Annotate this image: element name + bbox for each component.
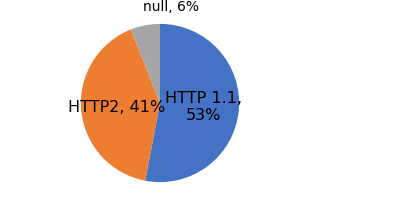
- Text: HTTP2, 41%: HTTP2, 41%: [68, 99, 165, 115]
- Wedge shape: [131, 24, 160, 103]
- Wedge shape: [145, 24, 239, 182]
- Text: HTTP 1.1,
53%: HTTP 1.1, 53%: [165, 91, 242, 123]
- Text: null, 6%: null, 6%: [143, 0, 199, 14]
- Wedge shape: [81, 29, 160, 181]
